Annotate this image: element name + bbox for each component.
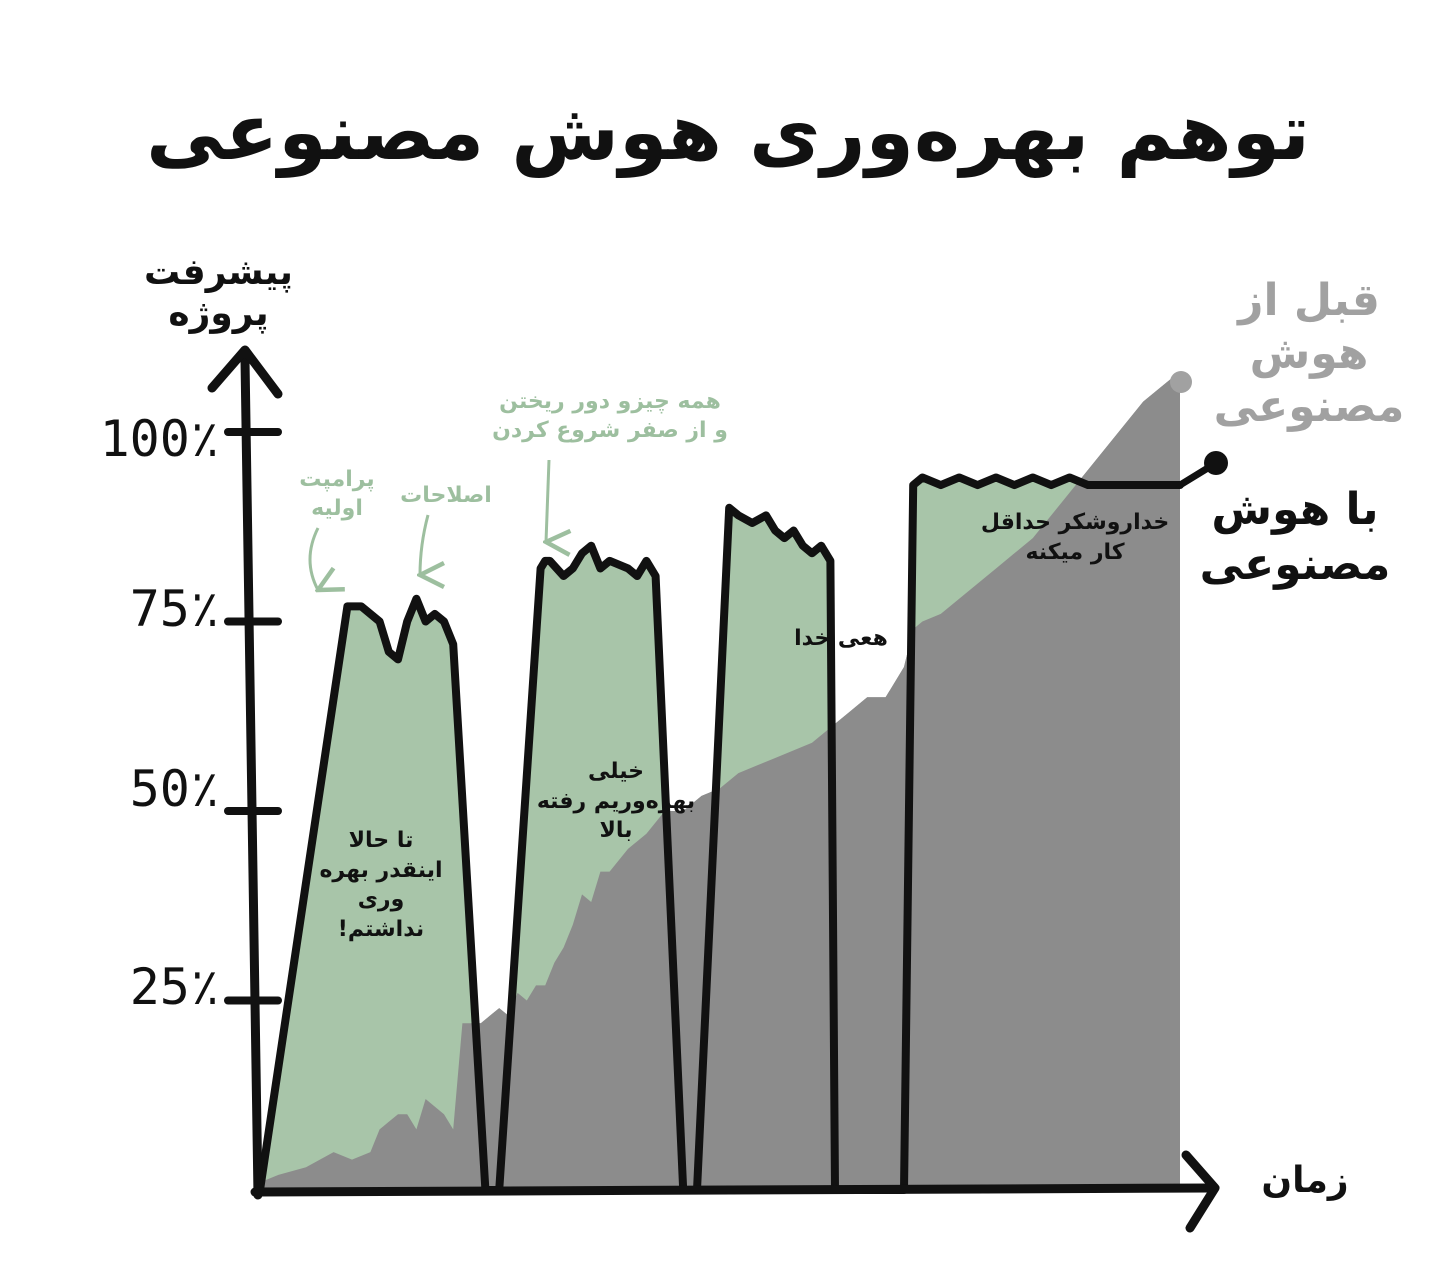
y-tick-label-75: 75٪ (129, 580, 220, 638)
before-ai-legend-dot (1170, 371, 1192, 393)
before-ai-area-overlay (260, 371, 1180, 1190)
y-axis-label: پیشرفت پروژه (144, 252, 293, 334)
annotation-arrows (308, 459, 549, 590)
with-ai-area-layer (260, 371, 1180, 1191)
y-tick-label-25: 25٪ (129, 958, 220, 1016)
chart-title: توهم بهره‌وری هوش مصنوعی (146, 88, 1310, 178)
inside-label-1: تا حالا اینقدر بهره وری نداشتم! (319, 828, 443, 943)
legend-before-ai: قبل از هوش مصنوعی (1213, 275, 1405, 432)
legend-with-ai: با هوش مصنوعی (1199, 484, 1391, 590)
annotation-arrow (308, 527, 318, 590)
x-axis-line (250, 1183, 1217, 1197)
with-ai-line (256, 473, 1184, 1194)
y-axis-line (240, 355, 263, 1200)
annotation-arrow (420, 514, 428, 575)
y-axis-arrowhead (207, 345, 283, 399)
y-tick-label-50: 50٪ (129, 760, 220, 818)
inside-label-2: خیلی بهره‌وریم رفته بالا (536, 759, 696, 844)
inside-label-4: خداروشکر حداقل کار میکنه (980, 510, 1170, 565)
with-ai-legend-dot (1204, 451, 1228, 475)
inside-label-3: هعی خدا (794, 626, 888, 651)
annotation-first-prompt: پرامپت اولیه (299, 467, 375, 521)
y-tick-label-100: 100٪ (99, 410, 220, 468)
annotation-arrow (546, 459, 549, 542)
x-axis-arrowhead (1181, 1150, 1220, 1233)
y-tick-marks (224, 428, 282, 1005)
axes (207, 345, 1220, 1233)
x-axis-label: زمان (1261, 1160, 1349, 1201)
annotation-restart: همه چیزو دور ریختن و از صفر شروع کردن (492, 389, 728, 443)
annotation-fixes: اصلاحات (400, 483, 492, 508)
